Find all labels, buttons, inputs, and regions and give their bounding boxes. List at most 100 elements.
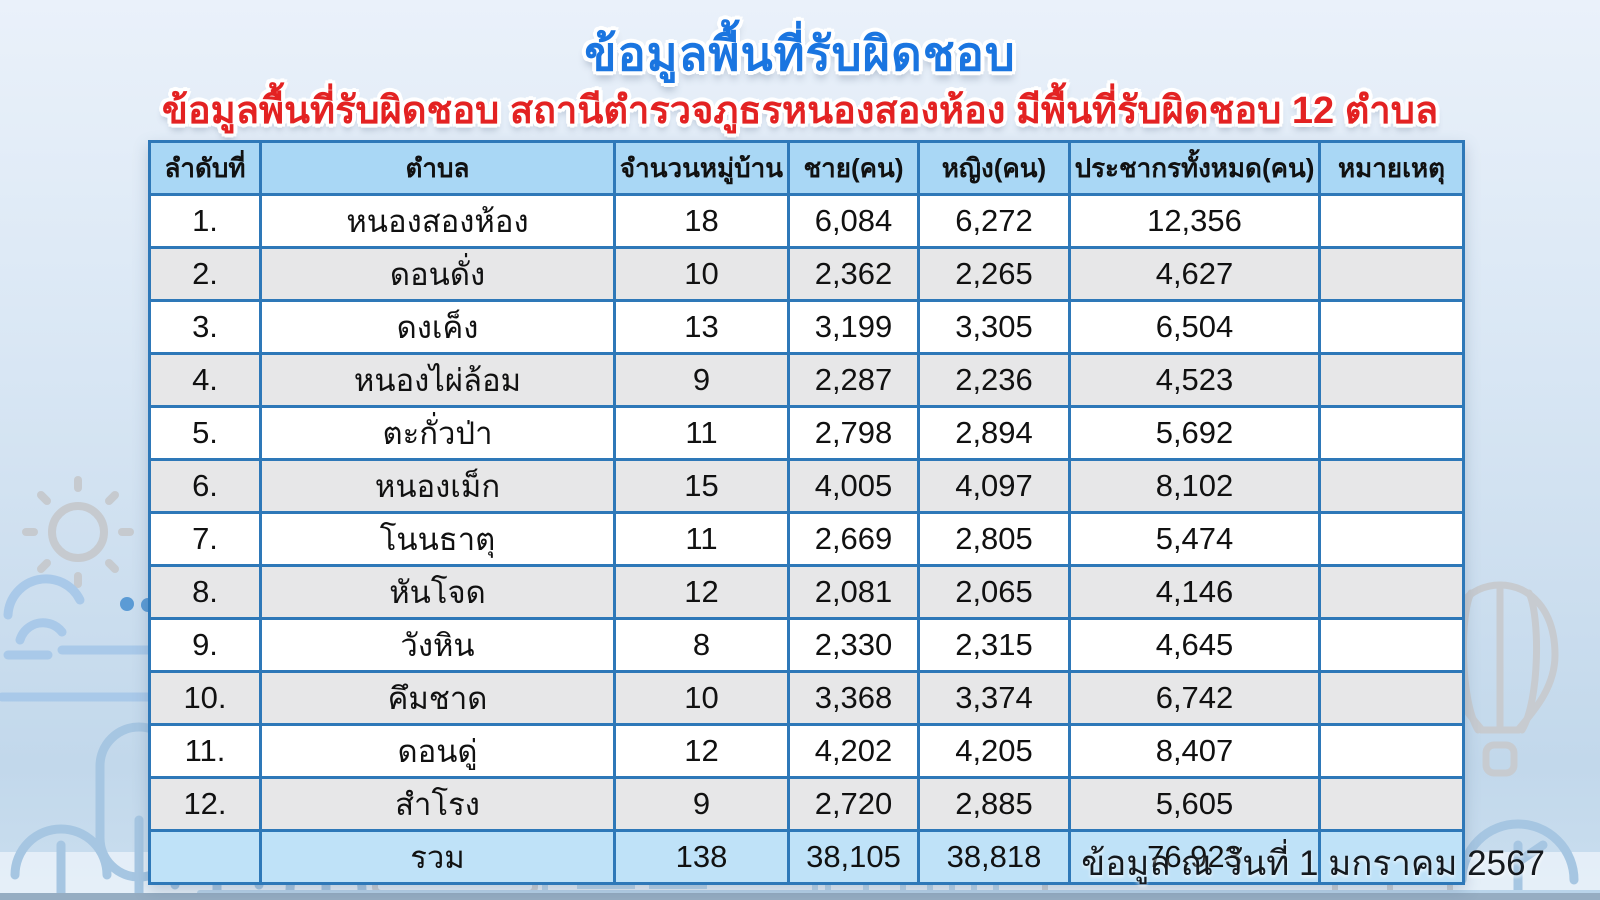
column-header-note: หมายเหตุ xyxy=(1318,140,1465,196)
responsibility-area-table: ลำดับที่ ตำบล จำนวนหมู่บ้าน ชาย(คน) หญิง(คน)… xyxy=(148,140,1465,885)
table-row: 10. คึมชาด 10 3,368 3,374 6,742 xyxy=(148,670,1465,726)
cell-total: 6,504 xyxy=(1068,299,1321,355)
cell-no: 1. xyxy=(148,193,262,249)
cell-villages: 9 xyxy=(613,776,790,832)
cell-no: 4. xyxy=(148,352,262,408)
table-row: 2. ดอนดั่ง 10 2,362 2,265 4,627 xyxy=(148,246,1465,302)
table-row: 4. หนองไผ่ล้อม 9 2,287 2,236 4,523 xyxy=(148,352,1465,408)
cell-female: 2,265 xyxy=(917,246,1071,302)
cell-male: 2,362 xyxy=(787,246,920,302)
cell-name: หนองไผ่ล้อม xyxy=(259,352,616,408)
cell-male: 3,199 xyxy=(787,299,920,355)
cell-villages: 8 xyxy=(613,617,790,673)
cell-note xyxy=(1318,193,1465,249)
sun-icon xyxy=(22,476,134,588)
cell-note xyxy=(1318,246,1465,302)
cell-female: 2,885 xyxy=(917,776,1071,832)
cell-female: 2,236 xyxy=(917,352,1071,408)
cell-female: 6,272 xyxy=(917,193,1071,249)
cell-male: 2,798 xyxy=(787,405,920,461)
cell-name: วังหิน xyxy=(259,617,616,673)
total-cell-total: 76,923 xyxy=(1068,829,1321,885)
column-header-name: ตำบล xyxy=(259,140,616,196)
cell-total: 4,627 xyxy=(1068,246,1321,302)
data-as-of-date: ข้อมูล ณ วันที่ 1 มกราคม 2567 xyxy=(1081,844,1545,883)
cell-male: 2,720 xyxy=(787,776,920,832)
cell-villages: 11 xyxy=(613,405,790,461)
total-cell-note xyxy=(1318,829,1465,885)
total-cell-male: 38,105 xyxy=(787,829,920,885)
table-row: 7. โนนธาตุ 11 2,669 2,805 5,474 xyxy=(148,511,1465,567)
cell-villages: 10 xyxy=(613,246,790,302)
cell-name: ตะกั่วป่า xyxy=(259,405,616,461)
cell-name: คึมชาด xyxy=(259,670,616,726)
cell-no: 7. xyxy=(148,511,262,567)
table-row: 11. ดอนดู่ 12 4,202 4,205 8,407 xyxy=(148,723,1465,779)
total-cell-villages: 138 xyxy=(613,829,790,885)
cell-villages: 11 xyxy=(613,511,790,567)
cell-villages: 12 xyxy=(613,564,790,620)
cell-female: 2,315 xyxy=(917,617,1071,673)
cell-total: 12,356 xyxy=(1068,193,1321,249)
cell-male: 2,330 xyxy=(787,617,920,673)
table-total-row: รวม 138 38,105 38,818 76,923 xyxy=(148,829,1465,885)
cell-male: 4,005 xyxy=(787,458,920,514)
cell-note xyxy=(1318,405,1465,461)
cell-name: หนองสองห้อง xyxy=(259,193,616,249)
bottom-bar xyxy=(0,893,1600,900)
cell-female: 4,205 xyxy=(917,723,1071,779)
cell-note xyxy=(1318,352,1465,408)
total-cell-name: รวม xyxy=(259,829,616,885)
cell-note xyxy=(1318,564,1465,620)
cell-total: 5,474 xyxy=(1068,511,1321,567)
cell-note xyxy=(1318,670,1465,726)
cell-female: 3,374 xyxy=(917,670,1071,726)
cell-male: 2,669 xyxy=(787,511,920,567)
cell-total: 6,742 xyxy=(1068,670,1321,726)
cell-note xyxy=(1318,776,1465,832)
cell-name: หนองเม็ก xyxy=(259,458,616,514)
cell-villages: 9 xyxy=(613,352,790,408)
cell-note xyxy=(1318,458,1465,514)
total-cell-female: 38,818 xyxy=(917,829,1071,885)
cell-no: 8. xyxy=(148,564,262,620)
cell-male: 3,368 xyxy=(787,670,920,726)
cell-villages: 12 xyxy=(613,723,790,779)
cell-no: 11. xyxy=(148,723,262,779)
cell-total: 4,523 xyxy=(1068,352,1321,408)
cell-villages: 15 xyxy=(613,458,790,514)
cell-note xyxy=(1318,617,1465,673)
cell-no: 6. xyxy=(148,458,262,514)
cell-name: ดอนดั่ง xyxy=(259,246,616,302)
cell-male: 6,084 xyxy=(787,193,920,249)
cell-no: 9. xyxy=(148,617,262,673)
cell-total: 5,605 xyxy=(1068,776,1321,832)
cell-note xyxy=(1318,299,1465,355)
page-subtitle: ข้อมูลพื้นที่รับผิดชอบ สถานีตำรวจภูธรหนอ… xyxy=(161,90,1439,132)
cell-female: 2,894 xyxy=(917,405,1071,461)
cell-female: 2,805 xyxy=(917,511,1071,567)
cell-female: 2,065 xyxy=(917,564,1071,620)
table-row: 8. หันโจด 12 2,081 2,065 4,146 xyxy=(148,564,1465,620)
cell-note xyxy=(1318,723,1465,779)
cell-total: 5,692 xyxy=(1068,405,1321,461)
cell-female: 3,305 xyxy=(917,299,1071,355)
cell-total: 8,102 xyxy=(1068,458,1321,514)
column-header-no: ลำดับที่ xyxy=(148,140,262,196)
cell-male: 2,287 xyxy=(787,352,920,408)
table-row: 12. สำโรง 9 2,720 2,885 5,605 xyxy=(148,776,1465,832)
cell-name: ดอนดู่ xyxy=(259,723,616,779)
cell-total: 4,146 xyxy=(1068,564,1321,620)
cell-name: ดงเค็ง xyxy=(259,299,616,355)
cell-villages: 10 xyxy=(613,670,790,726)
cell-no: 3. xyxy=(148,299,262,355)
cell-note xyxy=(1318,511,1465,567)
table-row: 1. หนองสองห้อง 18 6,084 6,272 12,356 xyxy=(148,193,1465,249)
column-header-male: ชาย(คน) xyxy=(787,140,920,196)
cell-no: 2. xyxy=(148,246,262,302)
cell-male: 4,202 xyxy=(787,723,920,779)
cell-female: 4,097 xyxy=(917,458,1071,514)
page-title: ข้อมูลพื้นที่รับผิดชอบ xyxy=(584,27,1016,80)
table-row: 5. ตะกั่วป่า 11 2,798 2,894 5,692 xyxy=(148,405,1465,461)
